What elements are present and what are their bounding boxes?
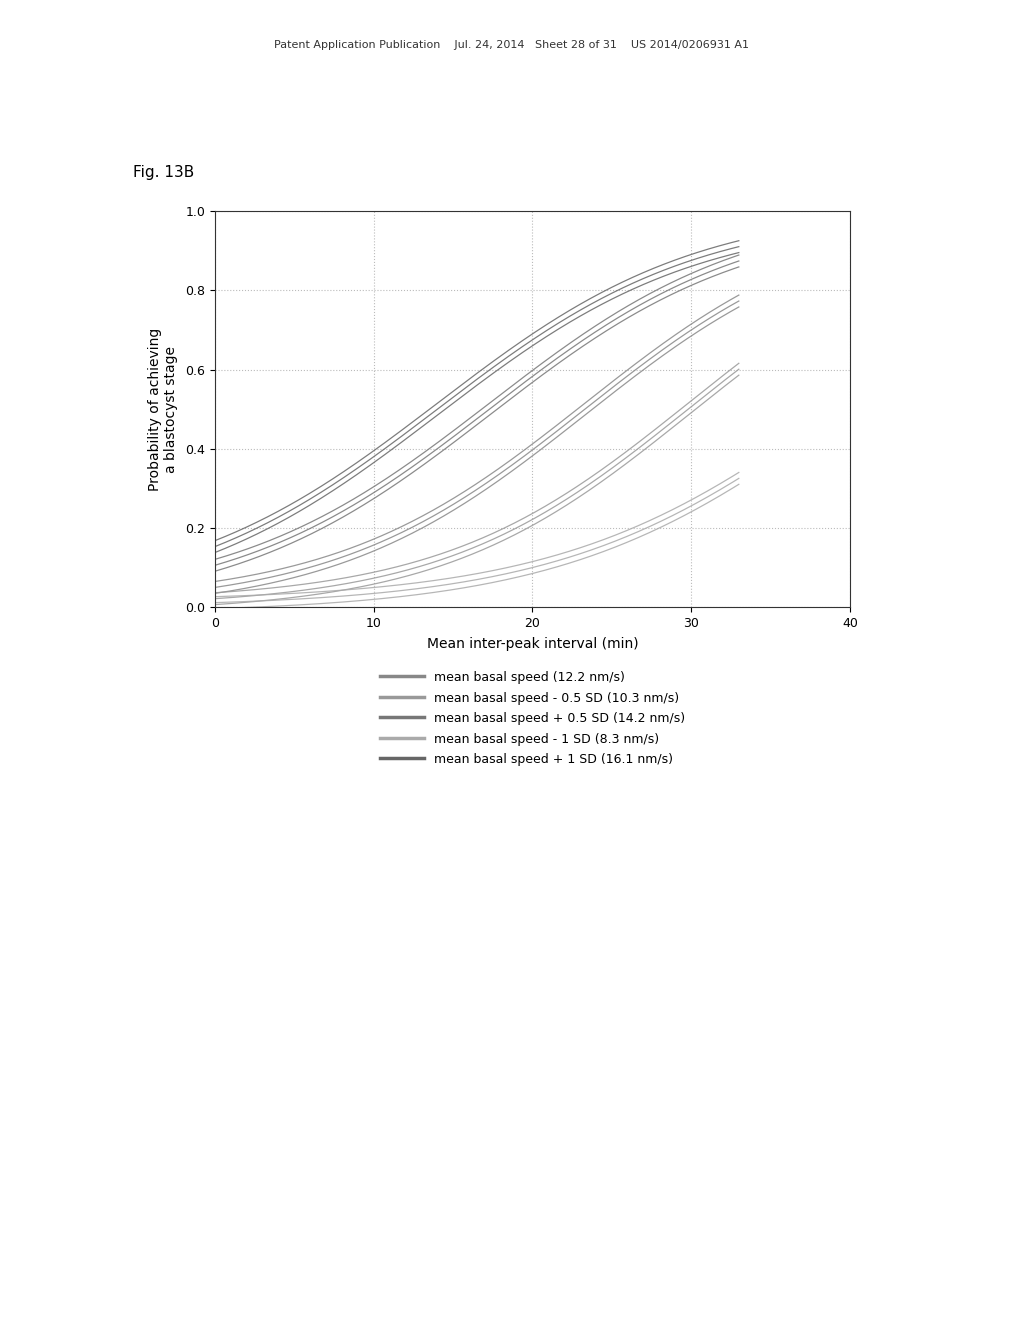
X-axis label: Mean inter-peak interval (min): Mean inter-peak interval (min) [427,636,638,651]
Text: Fig. 13B: Fig. 13B [133,165,195,180]
Legend: mean basal speed (12.2 nm/s), mean basal speed - 0.5 SD (10.3 nm/s), mean basal : mean basal speed (12.2 nm/s), mean basal… [375,667,690,771]
Text: Patent Application Publication    Jul. 24, 2014   Sheet 28 of 31    US 2014/0206: Patent Application Publication Jul. 24, … [274,40,750,50]
Y-axis label: Probability of achieving
a blastocyst stage: Probability of achieving a blastocyst st… [148,327,178,491]
